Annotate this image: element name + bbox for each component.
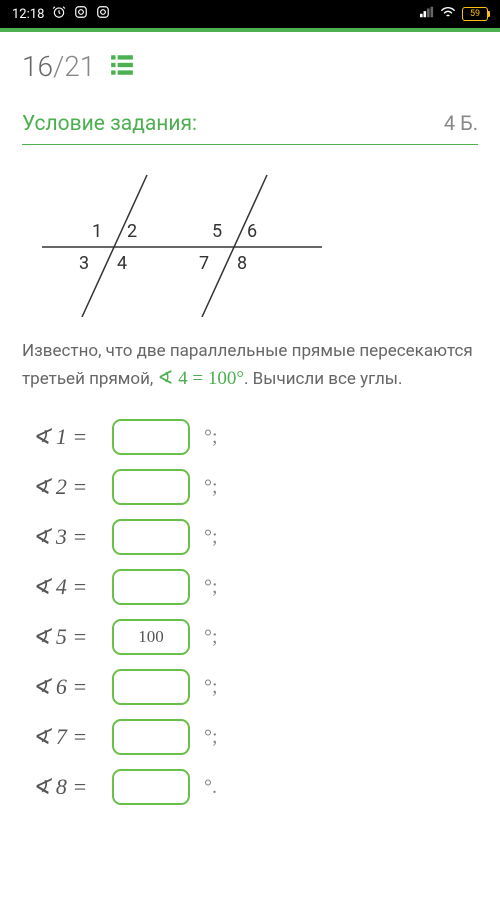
task-title-row: Условие задания: 4 Б.: [22, 93, 478, 144]
answer-input-4[interactable]: [112, 569, 190, 605]
given-angle: ∢ 4 = 100°: [157, 368, 243, 389]
answer-input-8[interactable]: [112, 769, 190, 805]
instagram-icon-2: [96, 5, 110, 23]
answer-label: ∢ 4 =: [32, 574, 104, 600]
svg-text:5: 5: [212, 221, 222, 242]
svg-text:6: 6: [247, 221, 257, 242]
answer-input-2[interactable]: [112, 469, 190, 505]
answer-row-3: ∢ 3 = °;: [32, 519, 478, 555]
problem-text: Известно, что две параллельные прямые пе…: [22, 339, 478, 393]
answer-label: ∢ 7 =: [32, 724, 104, 750]
instagram-icon: [74, 5, 88, 23]
status-bar: 12:18 59: [0, 0, 500, 28]
question-list-icon[interactable]: [109, 52, 135, 82]
signal-icon: [420, 6, 434, 22]
battery-icon: 59: [462, 7, 488, 21]
answer-label: ∢ 8 =: [32, 774, 104, 800]
answer-suffix: °;: [204, 476, 218, 499]
answer-label: ∢ 2 =: [32, 474, 104, 500]
alarm-icon: [52, 5, 66, 23]
answer-row-2: ∢ 2 = °;: [32, 469, 478, 505]
answer-suffix: °;: [204, 676, 218, 699]
svg-text:4: 4: [117, 253, 127, 274]
question-header: 16/21: [0, 32, 500, 93]
answer-row-4: ∢ 4 = °;: [32, 569, 478, 605]
answer-label: ∢ 6 =: [32, 674, 104, 700]
question-number: 16/21: [22, 50, 95, 83]
answer-row-7: ∢ 7 = °;: [32, 719, 478, 755]
answer-input-5[interactable]: [112, 619, 190, 655]
answer-input-1[interactable]: [112, 419, 190, 455]
answer-row-1: ∢ 1 = °;: [32, 419, 478, 455]
svg-text:8: 8: [237, 253, 247, 274]
answer-suffix: °;: [204, 526, 218, 549]
answer-suffix: °;: [204, 726, 218, 749]
answer-input-3[interactable]: [112, 519, 190, 555]
answer-suffix: °.: [204, 776, 217, 799]
svg-text:7: 7: [199, 253, 209, 274]
answer-input-6[interactable]: [112, 669, 190, 705]
divider: [22, 144, 478, 145]
answer-label: ∢ 3 =: [32, 524, 104, 550]
answer-suffix: °;: [204, 626, 218, 649]
task-title: Условие задания:: [22, 112, 197, 136]
answer-input-7[interactable]: [112, 719, 190, 755]
answer-list: ∢ 1 = °; ∢ 2 = °; ∢ 3 = °; ∢ 4 = °; ∢ 5 …: [22, 419, 478, 805]
status-time: 12:18: [12, 7, 44, 22]
answer-row-5: ∢ 5 = °;: [32, 619, 478, 655]
task-points: 4 Б.: [444, 111, 478, 135]
answer-suffix: °;: [204, 426, 218, 449]
wifi-icon: [440, 6, 456, 22]
answer-row-8: ∢ 8 = °.: [32, 769, 478, 805]
svg-text:2: 2: [127, 221, 137, 242]
answer-suffix: °;: [204, 576, 218, 599]
svg-text:1: 1: [92, 221, 102, 242]
geometry-diagram: 1 2 3 4 5 6 7 8: [22, 163, 478, 339]
answer-label: ∢ 5 =: [32, 624, 104, 650]
answer-label: ∢ 1 =: [32, 424, 104, 450]
answer-row-6: ∢ 6 = °;: [32, 669, 478, 705]
svg-text:3: 3: [79, 253, 89, 274]
